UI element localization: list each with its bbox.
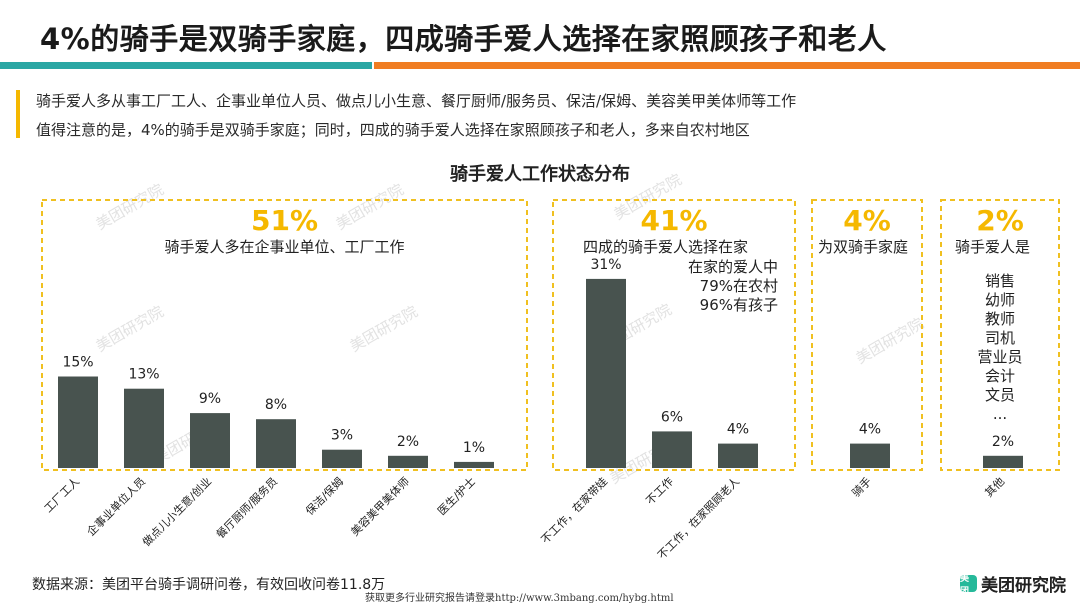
group-note-line: 79%在农村	[700, 277, 778, 295]
group-note-line: 营业员	[977, 348, 1022, 366]
group-percent: 2%	[976, 204, 1024, 237]
category-label: 美容美甲美体师	[348, 474, 412, 538]
bar-value-label: 2%	[992, 434, 1014, 450]
intro-line-1: 骑手爱人多从事工厂工人、企事业单位人员、做点儿小生意、餐厅厨师/服务员、保洁/保…	[36, 92, 797, 110]
bar-value-label: 8%	[265, 397, 287, 413]
bar-value-label: 15%	[62, 355, 93, 371]
page-title: 4%的骑手是双骑手家庭，四成骑手爱人选择在家照顾孩子和老人	[40, 22, 887, 56]
group-note-line: ...	[993, 405, 1007, 423]
category-label: 骑手	[849, 474, 874, 499]
group-caption: 四成的骑手爱人选择在家	[583, 238, 748, 256]
bar	[586, 278, 626, 468]
intro-accent-bar	[16, 90, 20, 138]
category-label: 不工作	[644, 475, 677, 508]
bar-value-label: 13%	[128, 367, 159, 383]
bar-value-label: 4%	[859, 422, 881, 438]
group-note-line: 司机	[985, 329, 1015, 347]
bar-value-label: 3%	[331, 428, 353, 444]
bar	[850, 443, 890, 468]
bar	[322, 449, 362, 468]
group-note-line: 教师	[985, 310, 1015, 328]
group-note-line: 96%有孩子	[700, 296, 778, 314]
category-label: 医生/护士	[434, 474, 478, 518]
bar	[652, 431, 692, 468]
group-box	[552, 199, 796, 471]
bar	[983, 455, 1023, 468]
group-percent: 4%	[843, 204, 891, 237]
group-box	[940, 199, 1060, 471]
bar-value-label: 1%	[463, 440, 485, 456]
bar	[190, 413, 230, 468]
title-rule-orange	[374, 62, 1080, 69]
group-box	[811, 199, 923, 471]
group-caption: 为双骑手家庭	[818, 238, 908, 256]
brand-logo-icon: 美团	[960, 574, 977, 597]
category-label: 不工作，在家带娃	[538, 474, 610, 546]
bar	[388, 455, 428, 468]
group-note-line: 在家的爱人中	[688, 258, 778, 276]
chart-title: 骑手爱人工作状态分布	[450, 164, 630, 185]
title-rule-teal	[0, 62, 372, 69]
bar	[256, 419, 296, 468]
bar-value-label: 4%	[727, 422, 749, 438]
category-label: 其他	[982, 475, 1007, 500]
group-note-line: 文员	[985, 386, 1015, 404]
brand: 美团 美团研究院	[960, 571, 1066, 597]
intro-line-2: 值得注意的是，4%的骑手是双骑手家庭；同时，四成的骑手爱人选择在家照顾孩子和老人…	[36, 121, 750, 139]
group-note-line: 幼师	[985, 291, 1015, 309]
group-percent: 41%	[640, 204, 707, 237]
bar-value-label: 2%	[397, 434, 419, 450]
data-source: 数据来源：美团平台骑手调研问卷，有效回收问卷11.8万	[32, 577, 386, 593]
group-percent: 51%	[251, 204, 318, 237]
category-label: 企事业单位人员	[84, 474, 148, 538]
bar-value-label: 6%	[661, 409, 683, 425]
group-caption: 骑手爱人是	[955, 238, 1030, 256]
brand-name: 美团研究院	[981, 576, 1066, 596]
group-note-line: 销售	[985, 272, 1015, 290]
category-label: 做点儿小生意/创业	[139, 474, 214, 549]
group-caption: 骑手爱人多在企事业单位、工厂工作	[164, 238, 404, 256]
bar-value-label: 9%	[199, 391, 221, 407]
bar	[718, 443, 758, 468]
category-label: 工厂工人	[42, 475, 82, 515]
bar	[454, 461, 494, 468]
group-note-line: 会计	[985, 367, 1015, 385]
bar	[58, 376, 98, 468]
bar-value-label: 31%	[590, 257, 621, 273]
report-link-note[interactable]: 获取更多行业研究报告请登录http://www.3mbang.com/hybg.…	[365, 593, 674, 604]
bar	[124, 388, 164, 468]
category-label: 保洁/保姆	[302, 474, 346, 518]
category-label: 餐厅厨师/服务员	[213, 474, 280, 541]
